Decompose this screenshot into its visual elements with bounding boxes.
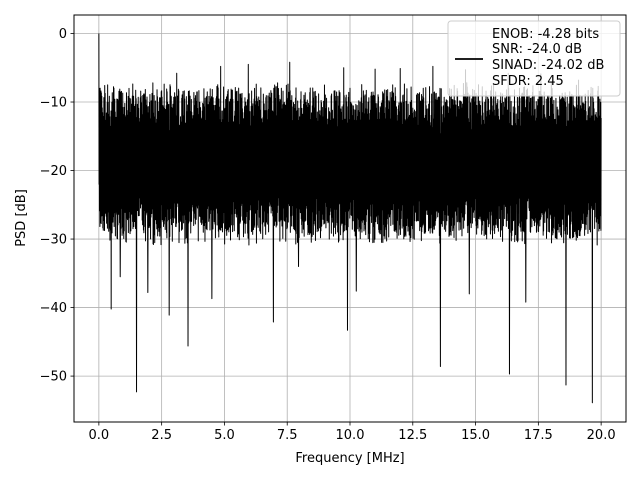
y-tick-label: −40	[40, 301, 67, 316]
x-axis-ticks: 0.0 2.5 5.0 7.5 10.0 12.5 15.0 17.5 20.0	[89, 422, 616, 443]
y-tick-label: −30	[40, 233, 67, 248]
y-tick-label: −50	[40, 370, 67, 385]
legend-text-snr: SNR: -24.0 dB	[492, 42, 582, 57]
x-tick-label: 2.5	[151, 428, 172, 443]
y-tick-label: 0	[59, 27, 67, 42]
legend-text-enob: ENOB: -4.28 bits	[492, 27, 599, 42]
y-tick-label: −20	[40, 164, 67, 179]
psd-trace	[98, 33, 602, 404]
legend-box	[447, 20, 621, 97]
x-tick-label: 17.5	[524, 428, 553, 443]
x-axis-label: Frequency [MHz]	[295, 451, 404, 466]
legend-text-sinad: SINAD: -24.02 dB	[492, 58, 604, 73]
x-tick-label: 15.0	[461, 428, 490, 443]
x-tick-label: 0.0	[89, 428, 110, 443]
y-tick-label: −10	[40, 96, 67, 111]
x-tick-label: 12.5	[398, 428, 427, 443]
x-tick-label: 10.0	[336, 428, 365, 443]
legend: ENOB: -4.28 bits SNR: -24.0 dB SINAD: -2…	[447, 20, 621, 97]
legend-text-sfdr: SFDR: 2.45	[492, 74, 564, 89]
psd-series-line	[98, 33, 602, 404]
y-axis-ticks: 0 −10 −20 −30 −40 −50	[40, 27, 74, 385]
x-tick-label: 20.0	[587, 428, 616, 443]
y-axis-label: PSD [dB]	[14, 189, 29, 247]
x-tick-label: 7.5	[277, 428, 298, 443]
x-tick-label: 5.0	[214, 428, 235, 443]
